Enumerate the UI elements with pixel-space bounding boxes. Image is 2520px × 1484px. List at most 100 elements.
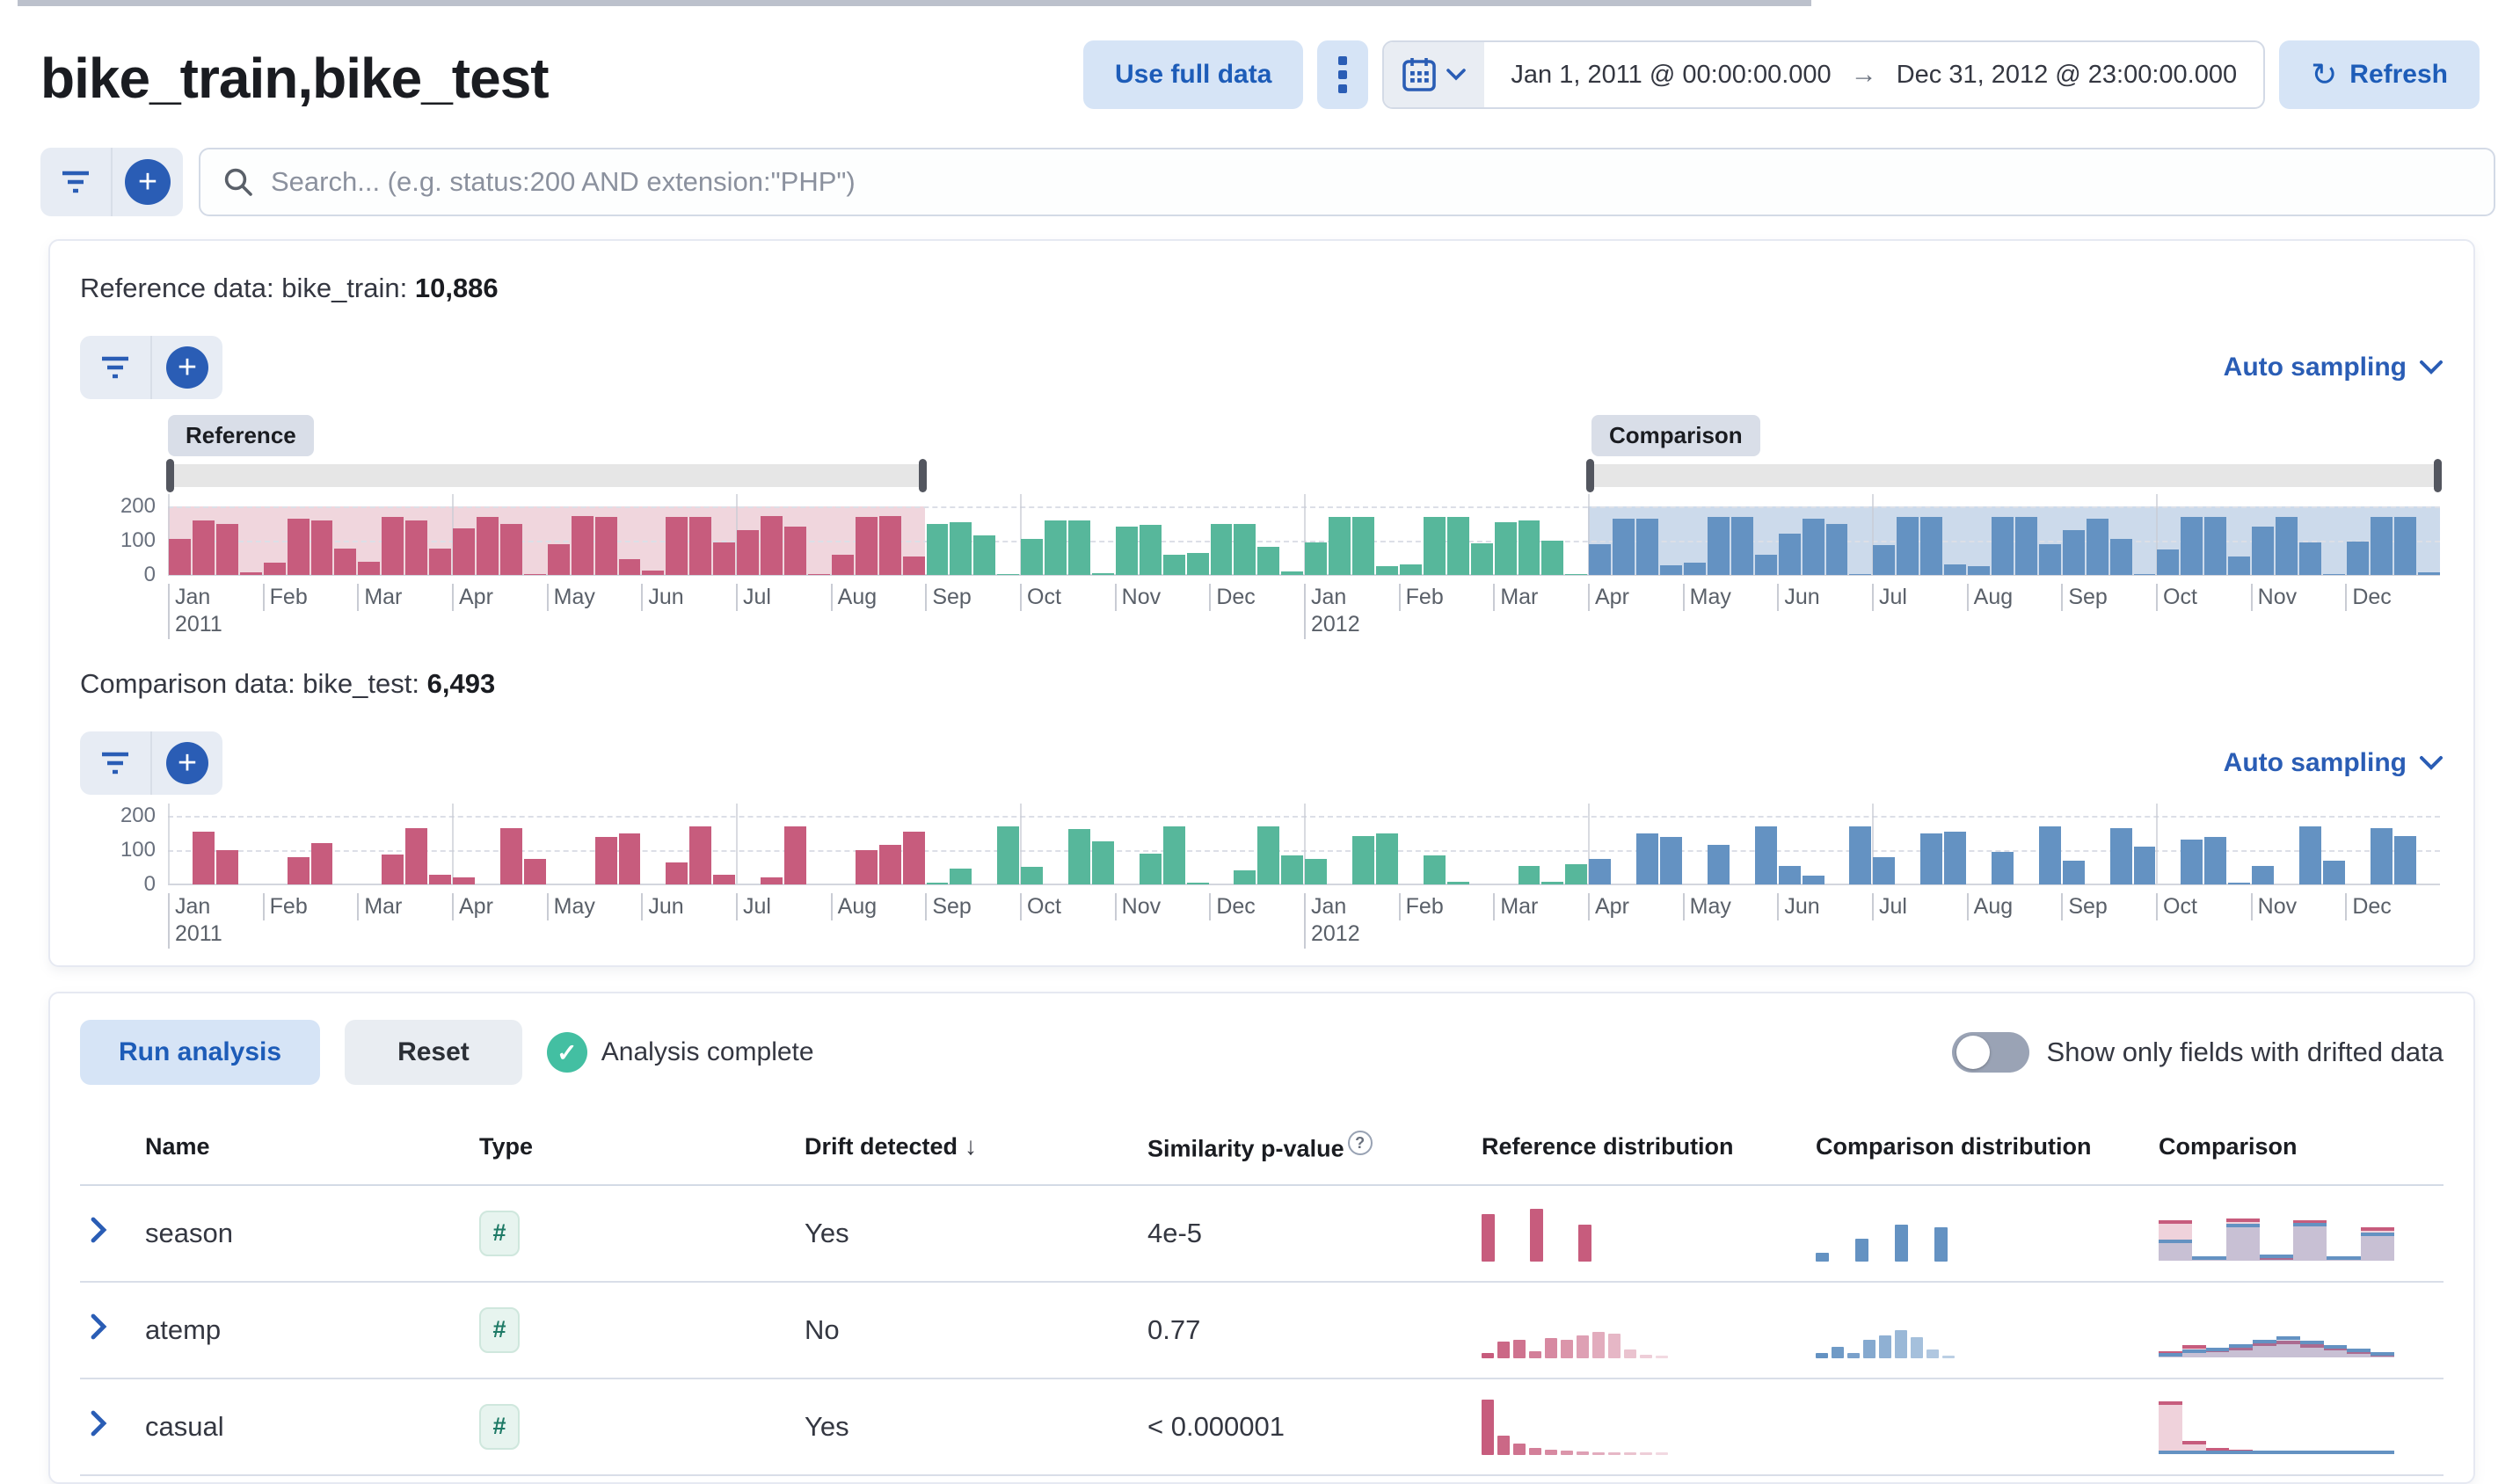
bar (453, 877, 475, 884)
date-range-picker: Jan 1, 2011 @ 00:00:00.000 → Dec 31, 201… (1382, 40, 2266, 109)
bar (1068, 828, 1090, 884)
mini-bar (1529, 1351, 1541, 1358)
bar (476, 516, 499, 575)
bar (1589, 858, 1612, 884)
reference-brush[interactable] (166, 459, 928, 492)
chevron-down-icon (1446, 69, 1467, 81)
overlay-step (2181, 1450, 2206, 1454)
data-view-menu-button[interactable] (1317, 40, 1369, 109)
bar (405, 827, 428, 884)
add-filter-button[interactable]: + (152, 336, 222, 399)
help-icon[interactable]: ? (1347, 1131, 1373, 1155)
brush-handle[interactable] (2434, 459, 2442, 492)
filter-menu-button[interactable] (80, 731, 150, 795)
expand-row-button[interactable] (89, 1410, 108, 1444)
filter-menu-button[interactable] (80, 336, 150, 399)
bar (429, 548, 452, 575)
comparison-doc-count: 6,493 (426, 668, 496, 699)
drift-results-table: Name Type Drift detected ↓ Similarity p-v… (80, 1115, 2444, 1476)
p-value: 4e-5 (1139, 1184, 1473, 1283)
quarter-gridline (1872, 494, 1874, 575)
analysis-status: ✓ Analysis complete (546, 1032, 814, 1073)
reset-button[interactable]: Reset (345, 1020, 522, 1085)
overlay-step (2371, 1351, 2394, 1357)
expand-row-button[interactable] (89, 1313, 108, 1347)
check-icon: ✓ (546, 1032, 587, 1073)
bar (2133, 573, 2156, 575)
bar (310, 520, 333, 575)
filter-icon (102, 752, 128, 775)
quarter-gridline (2156, 804, 2158, 884)
bar (2062, 530, 2085, 575)
bar (902, 831, 925, 884)
x-tick-label: Nov (1114, 893, 1161, 921)
bar (2204, 517, 2227, 575)
bar (642, 571, 665, 575)
run-analysis-button[interactable]: Run analysis (80, 1020, 321, 1085)
reference-filter-controls: + (80, 336, 222, 399)
filter-controls: + (40, 148, 183, 216)
search-icon (224, 168, 252, 196)
drift-detected-value: No (796, 1281, 1139, 1379)
search-input[interactable] (271, 166, 2471, 198)
comparison-sampling-menu[interactable]: Auto sampling (2224, 748, 2444, 778)
quarter-gridline (1020, 804, 1022, 884)
bar (2298, 542, 2321, 575)
x-axis-line (168, 884, 2440, 885)
comparison-distribution-minichart (1816, 1205, 2079, 1262)
comparison-window-badge: Comparison (1591, 415, 1760, 456)
x-tick-label: Apr (452, 893, 493, 921)
column-header-drift-detected[interactable]: Drift detected ↓ (796, 1115, 1139, 1186)
bar (263, 563, 286, 575)
bar (2157, 549, 2180, 575)
mini-bar (1942, 1355, 1955, 1358)
bar (192, 520, 215, 575)
brush-handle[interactable] (1586, 459, 1594, 492)
header-controls: Use full data (1083, 40, 2480, 109)
bar (2181, 517, 2203, 575)
date-quick-select[interactable] (1384, 42, 1485, 107)
comparison-brush[interactable] (1586, 459, 2442, 492)
brush-handle[interactable] (919, 459, 928, 492)
overlay-step (2347, 1349, 2371, 1357)
x-tick-label: Mar (1493, 584, 1538, 612)
bar (358, 562, 381, 575)
bar (382, 517, 404, 575)
toggle-knob (1956, 1036, 1990, 1069)
add-filter-button[interactable]: + (113, 148, 183, 216)
bar (1021, 866, 1044, 884)
use-full-data-button[interactable]: Use full data (1083, 40, 1304, 109)
overlay-step (2293, 1220, 2327, 1261)
overlay-step (2323, 1345, 2348, 1357)
comparison-overlay-series (2159, 1400, 2394, 1454)
filter-menu-button[interactable] (40, 148, 111, 216)
bar (1186, 883, 1209, 884)
reference-sampling-menu[interactable]: Auto sampling (2224, 353, 2444, 382)
bar (2370, 827, 2393, 884)
field-name: casual (136, 1378, 470, 1476)
expand-row-button[interactable] (89, 1217, 108, 1250)
chevron-down-icon (2420, 756, 2443, 770)
bar (2062, 860, 2085, 884)
refresh-button[interactable]: ↻ Refresh (2279, 40, 2480, 109)
x-tick-label: May (1682, 584, 1731, 612)
search-bar[interactable] (199, 148, 2495, 216)
bar (855, 516, 878, 575)
mini-bar (1529, 1448, 1541, 1455)
mini-bar (1577, 1335, 1589, 1358)
start-date[interactable]: Jan 1, 2011 @ 00:00:00.000 (1511, 60, 1832, 89)
add-filter-button[interactable]: + (152, 731, 222, 795)
bar (1115, 527, 1138, 575)
comparison-overlay-chart (2159, 1206, 2394, 1261)
plus-icon: + (125, 159, 171, 205)
toggle-label: Show only fields with drifted data (2046, 1037, 2444, 1067)
bar (1162, 554, 1185, 575)
drifted-fields-toggle[interactable] (1951, 1032, 2029, 1073)
comparison-overlay-series (2159, 1303, 2394, 1357)
brush-handle[interactable] (166, 459, 174, 492)
bar (878, 845, 901, 884)
mini-bar (1561, 1340, 1573, 1358)
x-tick-label: Mar (1493, 893, 1538, 921)
x-tick-label: Feb (1398, 584, 1444, 612)
end-date[interactable]: Dec 31, 2012 @ 23:00:00.000 (1896, 60, 2238, 89)
